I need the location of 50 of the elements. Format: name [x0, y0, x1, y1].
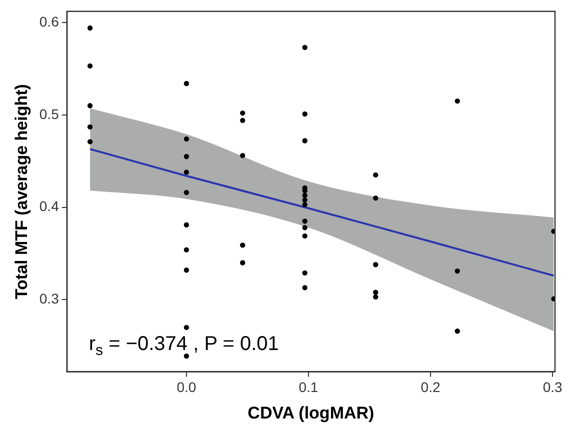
point — [302, 44, 308, 50]
point — [373, 172, 378, 178]
point — [551, 296, 555, 302]
x-tick-label: 0.2 — [420, 379, 440, 396]
point — [302, 285, 308, 290]
x-tick-label: 0.3 — [542, 379, 562, 396]
point — [302, 225, 308, 230]
point — [302, 197, 308, 203]
y-tick-label: 0.3 — [39, 290, 60, 307]
point — [184, 353, 190, 359]
point — [240, 152, 246, 158]
point — [302, 202, 308, 208]
point — [240, 242, 246, 248]
point — [87, 139, 93, 144]
y-tick-label: 0.6 — [39, 13, 60, 30]
point — [373, 195, 378, 201]
point — [184, 154, 190, 160]
point — [373, 294, 378, 300]
point — [302, 111, 308, 117]
point — [87, 103, 93, 108]
point — [302, 138, 308, 144]
point — [87, 124, 93, 130]
point — [184, 136, 190, 142]
point — [184, 80, 190, 86]
point — [87, 25, 93, 31]
point — [302, 270, 308, 276]
y-tick-label: 0.4 — [39, 198, 60, 214]
point — [184, 324, 190, 330]
x-tick-label: 0.1 — [298, 379, 318, 396]
point — [184, 268, 190, 273]
point — [184, 222, 190, 228]
point — [240, 118, 246, 124]
point — [302, 192, 308, 198]
point — [184, 190, 190, 196]
point — [373, 290, 378, 295]
point — [87, 63, 93, 69]
point — [302, 233, 308, 239]
point — [184, 170, 190, 175]
point — [184, 247, 190, 252]
y-tick-label: 0.5 — [39, 106, 60, 122]
x-tick-label: 0.0 — [176, 379, 196, 396]
point — [373, 262, 378, 268]
y-axis-title: Total MTF (average height) — [12, 84, 31, 300]
point — [454, 328, 460, 334]
x-axis-title: CDVA (logMAR) — [248, 403, 374, 422]
point — [454, 268, 460, 274]
point — [454, 98, 460, 104]
point — [302, 218, 308, 224]
point — [240, 110, 246, 116]
point — [240, 260, 246, 266]
